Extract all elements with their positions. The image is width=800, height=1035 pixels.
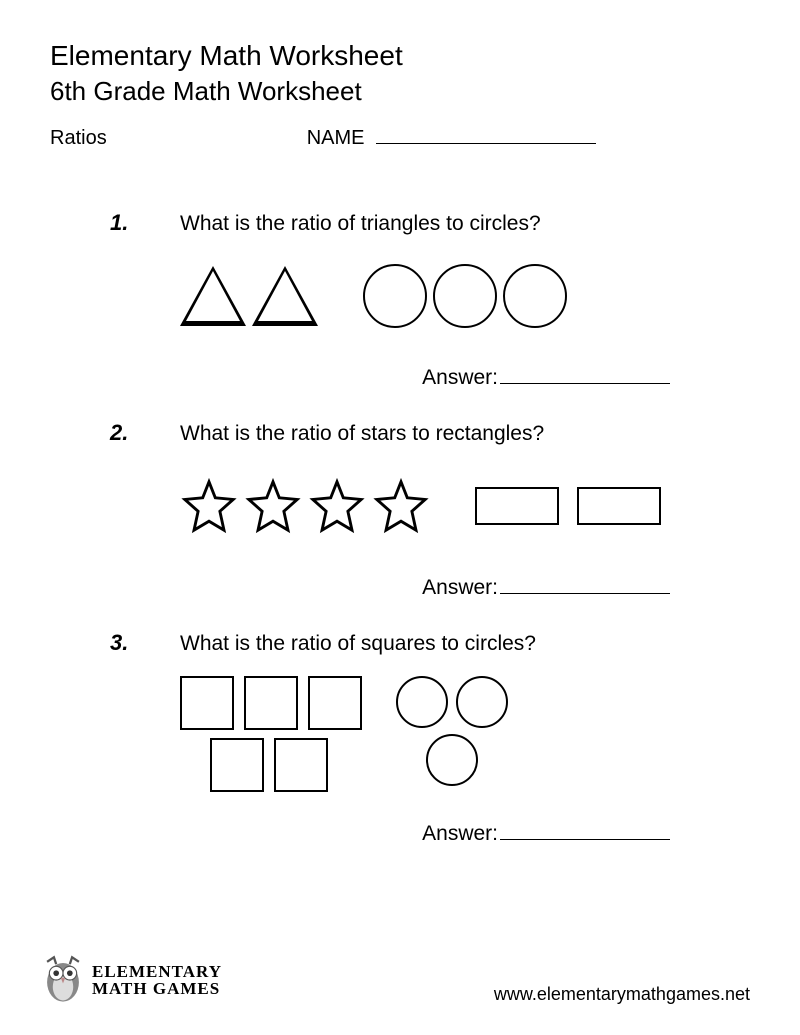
square-icon	[274, 738, 328, 792]
shapes-row-1	[180, 256, 750, 336]
problem-1: 1. What is the ratio of triangles to cir…	[50, 210, 750, 390]
answer-row: Answer:	[110, 576, 750, 600]
circle-icon	[363, 264, 427, 328]
answer-blank[interactable]	[500, 839, 670, 840]
logo-text: ELEMENTARY MATH GAMES	[92, 963, 222, 997]
problem-question: What is the ratio of triangles to circle…	[180, 212, 541, 236]
circle-icon	[426, 734, 478, 786]
answer-row: Answer:	[110, 366, 750, 390]
logo-line-2: MATH GAMES	[92, 980, 222, 997]
problem-3: 3. What is the ratio of squares to circl…	[50, 630, 750, 846]
name-blank-line[interactable]	[376, 143, 596, 144]
square-group	[180, 676, 362, 792]
triangle-group	[180, 266, 318, 326]
problem-2: 2. What is the ratio of stars to rectang…	[50, 420, 750, 600]
name-label: NAME	[307, 127, 365, 149]
worksheet-subtitle: 6th Grade Math Worksheet	[50, 76, 750, 107]
shapes-row-3	[180, 676, 750, 792]
footer: ELEMENTARY MATH GAMES www.elementarymath…	[40, 955, 750, 1005]
answer-label: Answer:	[422, 576, 498, 599]
square-icon	[210, 738, 264, 792]
problem-question: What is the ratio of squares to circles?	[180, 632, 536, 656]
answer-label: Answer:	[422, 822, 498, 845]
owl-icon	[40, 955, 86, 1005]
topic-label: Ratios	[50, 127, 107, 150]
name-field: NAME	[307, 127, 596, 150]
square-icon	[244, 676, 298, 730]
rectangle-group	[475, 487, 661, 525]
answer-blank[interactable]	[500, 383, 670, 384]
problem-number: 1.	[110, 210, 140, 236]
star-icon	[244, 477, 302, 535]
star-icon	[308, 477, 366, 535]
square-icon	[308, 676, 362, 730]
star-icon	[372, 477, 430, 535]
logo: ELEMENTARY MATH GAMES	[40, 955, 222, 1005]
circle-group	[392, 676, 512, 786]
rectangle-icon	[577, 487, 661, 525]
answer-row: Answer:	[110, 822, 750, 846]
meta-row: Ratios NAME	[50, 127, 750, 150]
circle-group	[363, 264, 567, 328]
triangle-icon	[180, 266, 246, 326]
square-icon	[180, 676, 234, 730]
circle-icon	[503, 264, 567, 328]
star-group	[180, 477, 430, 535]
shapes-row-2	[180, 466, 750, 546]
circle-icon	[396, 676, 448, 728]
problem-number: 3.	[110, 630, 140, 656]
circle-icon	[456, 676, 508, 728]
problem-question: What is the ratio of stars to rectangles…	[180, 422, 544, 446]
answer-label: Answer:	[422, 366, 498, 389]
circle-icon	[433, 264, 497, 328]
triangle-icon	[252, 266, 318, 326]
star-icon	[180, 477, 238, 535]
problem-number: 2.	[110, 420, 140, 446]
footer-url: www.elementarymathgames.net	[494, 984, 750, 1005]
logo-line-1: ELEMENTARY	[92, 963, 222, 980]
worksheet-title: Elementary Math Worksheet	[50, 40, 750, 72]
answer-blank[interactable]	[500, 593, 670, 594]
rectangle-icon	[475, 487, 559, 525]
